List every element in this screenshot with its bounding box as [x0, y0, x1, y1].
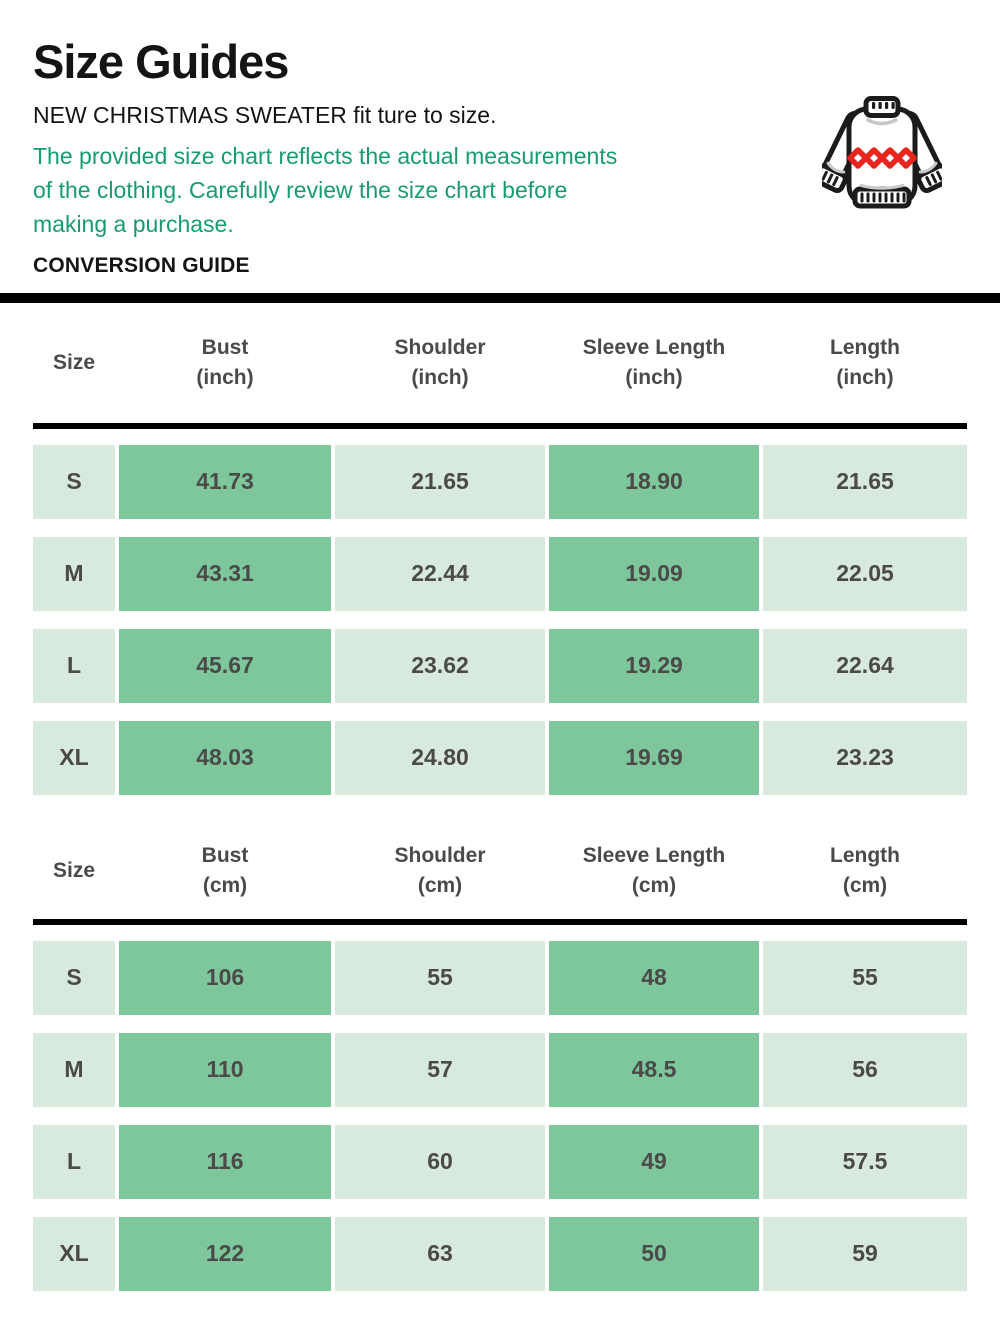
col-header-sleeve-length: Sleeve Length (inch) [549, 333, 759, 393]
col-header-bust: Bust (cm) [119, 841, 331, 901]
cell-length: 57.5 [763, 1124, 967, 1199]
cell-bust: 110 [119, 1032, 331, 1107]
cell-sleeve-length: 49 [549, 1124, 759, 1199]
collar-ribbing [872, 102, 895, 109]
table-row-m: M 110 57 48.5 56 [33, 1032, 967, 1107]
cell-bust: 48.03 [119, 720, 331, 795]
left-cuff-ribbing [822, 170, 839, 187]
cell-shoulder: 24.80 [335, 720, 545, 795]
cell-length: 22.64 [763, 628, 967, 703]
right-cuff-ribbing [925, 170, 942, 187]
col-header-line1: Shoulder [394, 335, 486, 359]
table-header-row-cm: Size Bust (cm) Shoulder (cm) Sleeve Length… [33, 795, 967, 919]
col-header-size: Size [33, 856, 115, 886]
table-header-row-inch: Size Bust (inch) Shoulder (inch) Sleeve Le… [33, 303, 967, 423]
cell-shoulder: 63 [335, 1216, 545, 1291]
header-underline [33, 918, 967, 925]
page-title: Size Guides [33, 35, 289, 88]
fit-subtitle: NEW CHRISTMAS SWEATER fit ture to size. [33, 101, 497, 128]
col-header-line1: Bust [201, 843, 249, 867]
col-header-line1: Sleeve Length [582, 843, 726, 867]
cell-size: S [33, 940, 115, 1015]
cell-length: 23.23 [763, 720, 967, 795]
col-header-length: Length (cm) [763, 841, 967, 901]
cell-shoulder: 22.44 [335, 536, 545, 611]
cell-bust: 122 [119, 1216, 331, 1291]
cell-size: XL [33, 1216, 115, 1291]
col-header-line1: Size [52, 858, 96, 882]
christmas-sweater-icon [822, 96, 942, 209]
hem-ribbing [860, 192, 906, 203]
col-header-line2: (cm) [842, 873, 888, 897]
cell-length: 21.65 [763, 444, 967, 519]
col-header-line1: Bust [201, 335, 249, 359]
cell-bust: 45.67 [119, 628, 331, 703]
note-line: The provided size chart reflects the act… [33, 142, 618, 169]
cell-size: S [33, 444, 115, 519]
collar-shading [866, 118, 898, 126]
col-header-line2: (inch) [196, 365, 254, 389]
cell-length: 55 [763, 940, 967, 1015]
note-line: making a purchase. [33, 210, 234, 237]
cell-bust: 106 [119, 940, 331, 1015]
cell-sleeve-length: 19.69 [549, 720, 759, 795]
table-row-s: S 41.73 21.65 18.90 21.65 [33, 444, 967, 519]
size-table-cm: Size Bust (cm) Shoulder (cm) Sleeve Length… [33, 795, 967, 1291]
col-header-sleeve-length: Sleeve Length (cm) [549, 841, 759, 901]
cell-shoulder: 21.65 [335, 444, 545, 519]
table-row-s: S 106 55 48 55 [33, 940, 967, 1015]
col-header-line1: Shoulder [394, 843, 486, 867]
cell-size: M [33, 536, 115, 611]
col-header-line2: (inch) [411, 365, 469, 389]
cell-shoulder: 57 [335, 1032, 545, 1107]
col-header-line1: Sleeve Length [582, 335, 726, 359]
col-header-line1: Length [830, 335, 900, 359]
hem-shading [859, 184, 905, 190]
col-header-shoulder: Shoulder (inch) [335, 333, 545, 393]
cell-sleeve-length: 19.09 [549, 536, 759, 611]
cell-sleeve-length: 19.29 [549, 628, 759, 703]
table-row-xl: XL 48.03 24.80 19.69 23.23 [33, 720, 967, 795]
cell-shoulder: 60 [335, 1124, 545, 1199]
cell-length: 22.05 [763, 536, 967, 611]
header-underline [33, 422, 967, 429]
cell-bust: 41.73 [119, 444, 331, 519]
cell-size: XL [33, 720, 115, 795]
col-header-line2: (cm) [631, 873, 677, 897]
cell-shoulder: 23.62 [335, 628, 545, 703]
col-header-length: Length (inch) [763, 333, 967, 393]
diamond-pattern [847, 147, 917, 169]
col-header-line2: (cm) [417, 873, 463, 897]
cell-bust: 43.31 [119, 536, 331, 611]
col-header-bust: Bust (inch) [119, 333, 331, 393]
col-header-line2: (inch) [625, 365, 683, 389]
col-header-size: Size [33, 348, 115, 378]
col-header-line1: Size [52, 350, 96, 374]
cell-bust: 116 [119, 1124, 331, 1199]
intro-section: Size Guides NEW CHRISTMAS SWEATER fit tu… [0, 0, 1000, 279]
cell-size: L [33, 628, 115, 703]
cell-length: 59 [763, 1216, 967, 1291]
cell-size: L [33, 1124, 115, 1199]
cell-sleeve-length: 18.90 [549, 444, 759, 519]
col-header-line1: Length [830, 843, 900, 867]
top-divider-bar [0, 292, 1000, 303]
col-header-shoulder: Shoulder (cm) [335, 841, 545, 901]
table-row-xl: XL 122 63 50 59 [33, 1216, 967, 1291]
cell-shoulder: 55 [335, 940, 545, 1015]
size-table-inch: Size Bust (inch) Shoulder (inch) Sleeve Le… [33, 303, 967, 795]
conversion-guide-label: CONVERSION GUIDE [33, 253, 250, 277]
size-chart-note: The provided size chart reflects the act… [33, 139, 967, 241]
cell-sleeve-length: 48 [549, 940, 759, 1015]
table-row-l: L 45.67 23.62 19.29 22.64 [33, 628, 967, 703]
table-row-m: M 43.31 22.44 19.09 22.05 [33, 536, 967, 611]
cell-sleeve-length: 50 [549, 1216, 759, 1291]
cell-size: M [33, 1032, 115, 1107]
col-header-line2: (cm) [202, 873, 248, 897]
col-header-line2: (inch) [836, 365, 894, 389]
note-line: of the clothing. Carefully review the si… [33, 176, 568, 203]
cell-sleeve-length: 48.5 [549, 1032, 759, 1107]
table-row-l: L 116 60 49 57.5 [33, 1124, 967, 1199]
cell-length: 56 [763, 1032, 967, 1107]
